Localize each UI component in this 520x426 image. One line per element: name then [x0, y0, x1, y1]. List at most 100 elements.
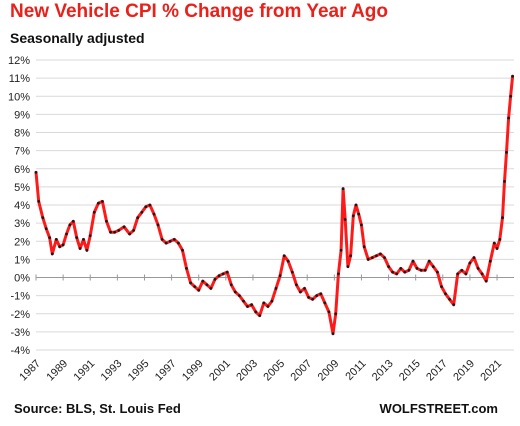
data-point [75, 236, 79, 240]
y-tick-label: 5% [14, 182, 30, 194]
data-point [177, 241, 180, 245]
data-point [109, 230, 112, 234]
data-point [341, 187, 345, 191]
data-point [327, 310, 331, 314]
data-point [498, 238, 502, 241]
data-point [511, 74, 514, 78]
x-tick-label: 1989 [44, 358, 70, 384]
data-point [172, 238, 176, 241]
data-point [250, 303, 254, 307]
data-point [456, 272, 460, 276]
data-point [92, 210, 96, 214]
y-tick-label: 7% [14, 146, 30, 158]
y-axis: -4% -3% -2% -1% 0% 1% 2% 3% 4% 5% 6% 7% 8% 9% 10% 11% 12… [8, 55, 30, 357]
data-point [68, 223, 72, 227]
data-point [201, 279, 205, 283]
x-tick-label: 2003 [234, 358, 260, 384]
y-tick-label: 8% [14, 128, 30, 140]
data-point [444, 292, 447, 296]
data-point [448, 297, 451, 301]
data-point [362, 245, 366, 249]
data-point [156, 223, 160, 227]
data-point [65, 232, 68, 236]
data-point [54, 238, 58, 241]
data-point [507, 116, 510, 120]
data-point [117, 229, 121, 232]
data-point [225, 270, 229, 274]
chart-subtitle: Seasonally adjusted [10, 30, 145, 46]
x-tick-label: 2021 [478, 358, 504, 384]
data-point [164, 241, 168, 245]
data-point [343, 218, 347, 221]
y-tick-label: 9% [14, 109, 30, 121]
x-tick-label: 2007 [289, 358, 315, 384]
data-point [185, 267, 188, 270]
x-tick-label: 2013 [370, 358, 396, 384]
data-point [383, 256, 386, 259]
data-point [242, 299, 245, 303]
gridlines [36, 59, 514, 351]
data-point [436, 270, 439, 274]
data-point [323, 301, 327, 305]
data-point [229, 283, 233, 287]
y-tick-label: 0% [14, 273, 30, 285]
data-point [411, 259, 415, 263]
y-tick-label: 3% [14, 218, 30, 230]
data-point [41, 216, 45, 220]
data-point [505, 151, 508, 154]
data-point [50, 252, 54, 256]
data-point [101, 200, 104, 203]
data-point [238, 294, 241, 297]
data-point [427, 259, 431, 263]
data-point [262, 301, 266, 305]
data-point [193, 285, 197, 288]
y-tick-label: -2% [10, 309, 30, 321]
y-tick-label: -3% [10, 327, 30, 339]
data-point [128, 232, 132, 236]
data-point [351, 214, 355, 218]
data-point [423, 268, 427, 272]
data-point [307, 296, 310, 299]
data-point [221, 272, 225, 276]
data-point [492, 241, 496, 245]
x-tick-label: 2005 [261, 358, 287, 384]
data-point [213, 277, 217, 281]
data-point [403, 270, 407, 274]
x-tick-label: 1991 [72, 358, 98, 384]
data-point [88, 234, 92, 238]
data-point [503, 180, 506, 183]
x-tick-label: 1993 [99, 358, 125, 384]
y-tick-label: 6% [14, 164, 30, 176]
data-point [488, 259, 492, 263]
data-point [197, 288, 201, 292]
data-point [360, 223, 363, 227]
data-point [105, 219, 108, 223]
data-point [311, 297, 314, 301]
data-point [370, 256, 374, 259]
data-point [391, 270, 394, 274]
data-point [254, 310, 258, 314]
data-point [290, 270, 294, 274]
x-tick-label: 2019 [451, 358, 477, 384]
data-point [286, 259, 290, 263]
data-point [61, 243, 65, 247]
data-point [431, 265, 435, 268]
data-point [217, 274, 221, 278]
data-point [415, 267, 419, 270]
data-point [472, 256, 476, 259]
data-point [331, 332, 335, 336]
data-point [357, 212, 361, 216]
data-point [282, 254, 286, 258]
data-point [274, 287, 278, 290]
data-point [476, 267, 480, 270]
data-point [233, 290, 237, 294]
y-tick-label: 2% [14, 236, 30, 248]
data-point [399, 267, 403, 270]
data-point [181, 248, 184, 252]
data-point [34, 171, 38, 174]
data-point [346, 265, 350, 268]
data-point [37, 200, 41, 203]
data-point [270, 299, 274, 303]
data-point [452, 303, 456, 307]
x-axis: 1987 1989 1991 1993 1995 1997 1999 2001 2003 2005… [17, 274, 514, 384]
